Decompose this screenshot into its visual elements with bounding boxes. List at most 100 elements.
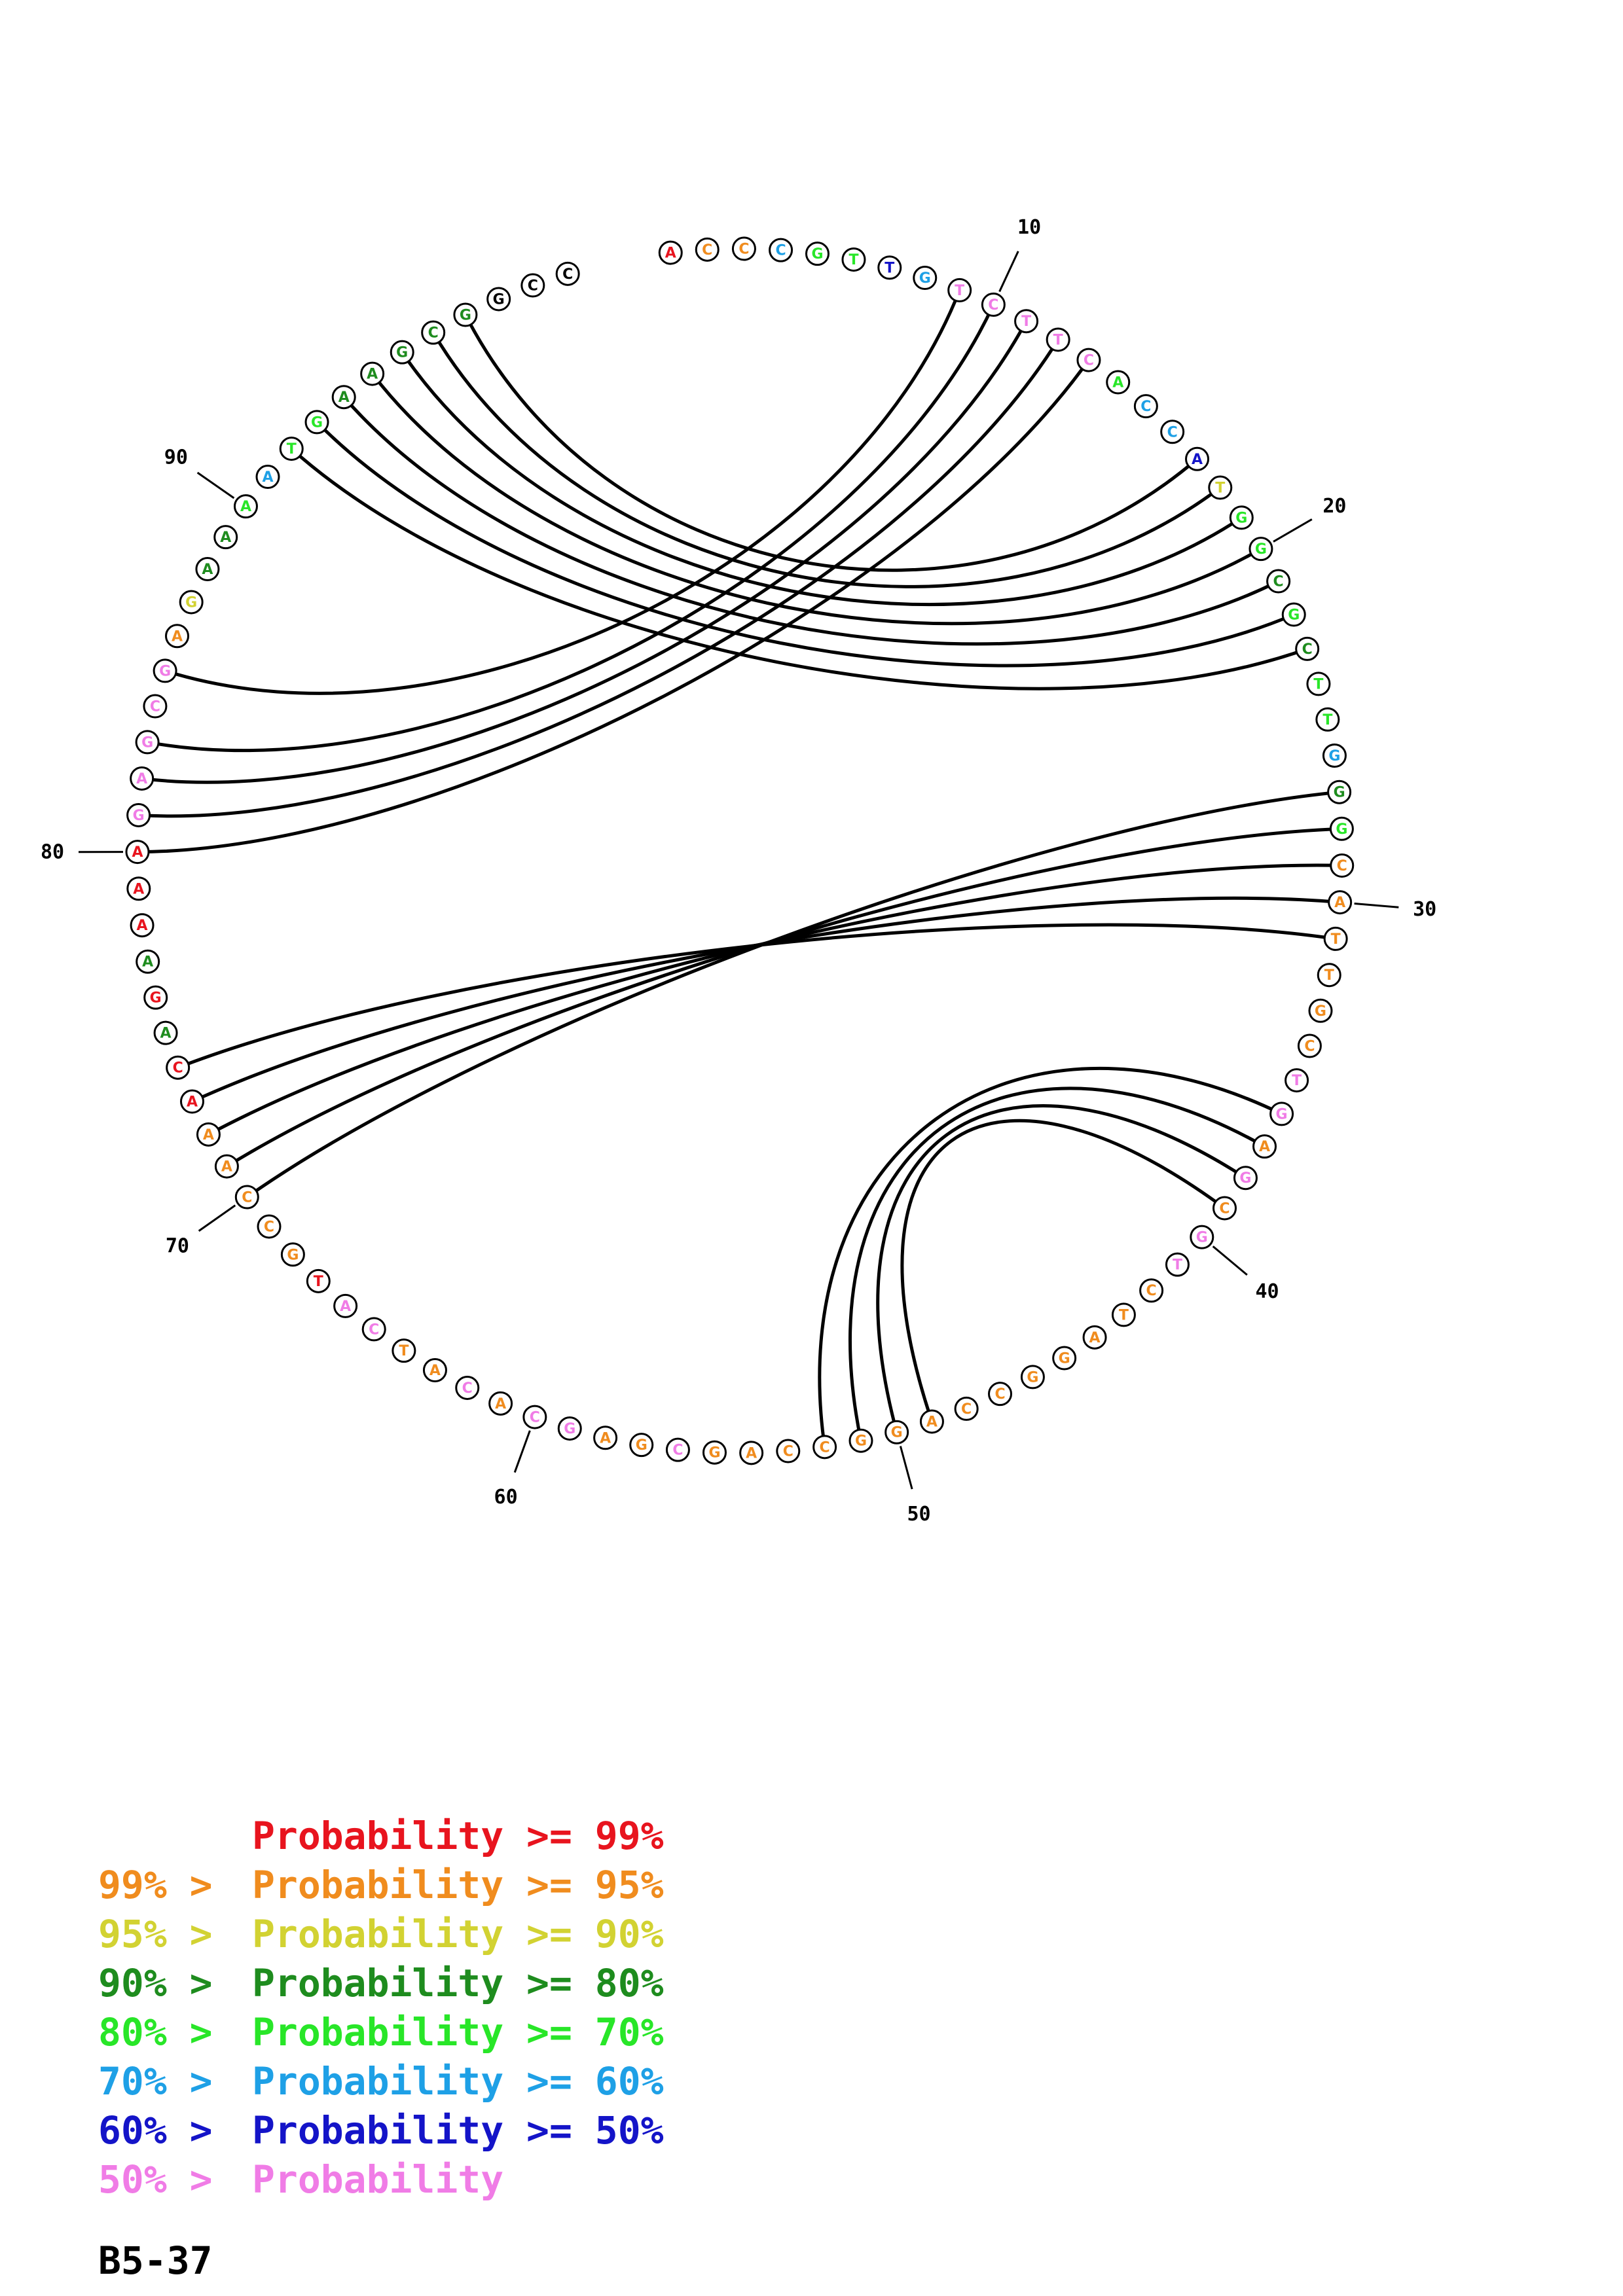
nucleotide: T bbox=[877, 255, 902, 280]
base-pair-arc bbox=[848, 1086, 1266, 1441]
nucleotide-circle bbox=[1328, 890, 1353, 915]
nucleotide-letter: A bbox=[221, 1159, 232, 1175]
nucleotide-circle bbox=[130, 766, 155, 791]
legend-threshold: 70% > bbox=[98, 2059, 213, 2104]
nucleotide-letter: A bbox=[132, 844, 143, 861]
legend-threshold: 99% > bbox=[98, 1863, 213, 1907]
nucleotide-letter: A bbox=[262, 469, 273, 486]
nucleotide: C bbox=[981, 293, 1006, 317]
nucleotide-circle bbox=[848, 1428, 873, 1453]
nucleotide: G bbox=[1329, 816, 1354, 841]
legend-threshold: 60% > bbox=[98, 2108, 213, 2153]
nucleotide-circle bbox=[488, 1391, 513, 1416]
nucleotide-letter: C bbox=[1302, 641, 1313, 658]
nucleotide-circle bbox=[1139, 1278, 1164, 1303]
tick-label: 40 bbox=[1255, 1280, 1279, 1303]
nucleotide-letter: C bbox=[1219, 1200, 1230, 1217]
nucleotide-letter: A bbox=[1112, 375, 1123, 391]
tick-label: 60 bbox=[494, 1486, 518, 1509]
nucleotide: G bbox=[453, 302, 478, 327]
nucleotide-circle bbox=[981, 293, 1006, 317]
nucleotide: C bbox=[166, 1055, 191, 1080]
nucleotide: C bbox=[812, 1435, 837, 1460]
nucleotide-letter: A bbox=[1334, 895, 1345, 911]
structure-caption: B5-37 bbox=[98, 2238, 213, 2283]
nucleotide-circle bbox=[1208, 475, 1233, 500]
nucleotide-letter: G bbox=[1328, 748, 1340, 764]
nucleotide-circle bbox=[453, 302, 478, 327]
nucleotide-letter: T bbox=[1053, 332, 1063, 348]
base-pair-arc bbox=[147, 304, 995, 753]
nucleotide-letter: C bbox=[1140, 399, 1151, 415]
nucleotide-circle bbox=[486, 287, 511, 312]
nucleotide-circle bbox=[884, 1420, 909, 1444]
nucleotide: A bbox=[213, 525, 238, 550]
base-pair-arc bbox=[401, 351, 1243, 607]
legend-label: Probability >= 70% bbox=[252, 2010, 664, 2054]
base-pair-arc bbox=[177, 923, 1336, 1069]
nucleotide-letter: G bbox=[1334, 785, 1345, 801]
tick-label: 20 bbox=[1322, 495, 1346, 518]
legend-label: Probability >= 99% bbox=[252, 1814, 664, 1858]
nucleotide-letter: G bbox=[855, 1433, 867, 1450]
base-pair-arc bbox=[900, 1119, 1226, 1422]
nucleotide-circle bbox=[1213, 1196, 1237, 1221]
nucleotide: G bbox=[884, 1420, 909, 1444]
nucleotide: C bbox=[776, 1439, 801, 1463]
nucleotide-letter: T bbox=[1313, 676, 1323, 692]
nucleotide: G bbox=[486, 287, 511, 312]
nucleotide-circle bbox=[126, 802, 151, 827]
nucleotide: A bbox=[153, 1020, 178, 1045]
nucleotide-circle bbox=[1329, 816, 1354, 841]
nucleotide-circle bbox=[153, 658, 177, 683]
nucleotide-letter: A bbox=[340, 1299, 351, 1315]
legend-threshold: 95% > bbox=[98, 1912, 213, 1956]
nucleotide-circle bbox=[1046, 327, 1070, 352]
nucleotide-letter: T bbox=[955, 283, 964, 299]
nucleotide: C bbox=[1213, 1196, 1237, 1221]
nucleotide-letter: A bbox=[136, 771, 147, 787]
nucleotide-letter: A bbox=[746, 1445, 757, 1462]
nucleotide-letter: A bbox=[172, 628, 183, 645]
tick-line bbox=[1273, 518, 1313, 543]
nucleotide-circle bbox=[776, 1439, 801, 1463]
nucleotide-letter: G bbox=[311, 414, 323, 431]
nucleotide-circle bbox=[257, 1214, 282, 1239]
nucleotide: T bbox=[947, 278, 972, 302]
nucleotide: C bbox=[769, 238, 793, 262]
legend-label: Probability >= 50% bbox=[252, 2108, 664, 2153]
nucleotide-circle bbox=[557, 1416, 582, 1441]
base-pair-arcs bbox=[137, 289, 1342, 1448]
base-pair-arc bbox=[246, 790, 1340, 1199]
nucleotide: G bbox=[135, 730, 160, 755]
base-pair-arc bbox=[464, 314, 1199, 572]
base-pair-arc bbox=[137, 359, 1090, 854]
nucleotide-letter: A bbox=[133, 881, 144, 897]
nucleotide: C bbox=[143, 694, 168, 719]
nucleotide-letter: T bbox=[1292, 1073, 1302, 1089]
nucleotide-letter: A bbox=[220, 529, 231, 546]
nucleotide-letter: A bbox=[160, 1026, 172, 1042]
base-pair-arc bbox=[138, 338, 1060, 818]
nucleotide-circle bbox=[1249, 537, 1273, 562]
nucleotide-circle bbox=[390, 340, 414, 365]
nucleotide-letter: C bbox=[994, 1386, 1005, 1403]
nucleotide-circle bbox=[731, 236, 756, 261]
nucleotide-circle bbox=[1285, 1068, 1309, 1093]
nucleotide-circle bbox=[1323, 926, 1348, 951]
nucleotide: G bbox=[1327, 780, 1352, 804]
nucleotide-circle bbox=[1266, 569, 1291, 594]
legend-label: Probability bbox=[252, 2157, 504, 2202]
nucleotide-circle bbox=[1315, 707, 1340, 732]
base-pair-arc bbox=[208, 863, 1342, 1136]
nucleotide-circle bbox=[658, 240, 683, 265]
nucleotide-letter: G bbox=[1027, 1369, 1038, 1386]
nucleotide-letter: A bbox=[926, 1414, 938, 1430]
nucleotide: G bbox=[153, 658, 177, 683]
nucleotide-letter: A bbox=[203, 1127, 214, 1143]
nucleotide-circle bbox=[841, 247, 866, 272]
nucleotide: C bbox=[695, 237, 720, 262]
nucleotide-letter: G bbox=[1276, 1106, 1288, 1122]
nucleotide-circle bbox=[988, 1382, 1013, 1407]
